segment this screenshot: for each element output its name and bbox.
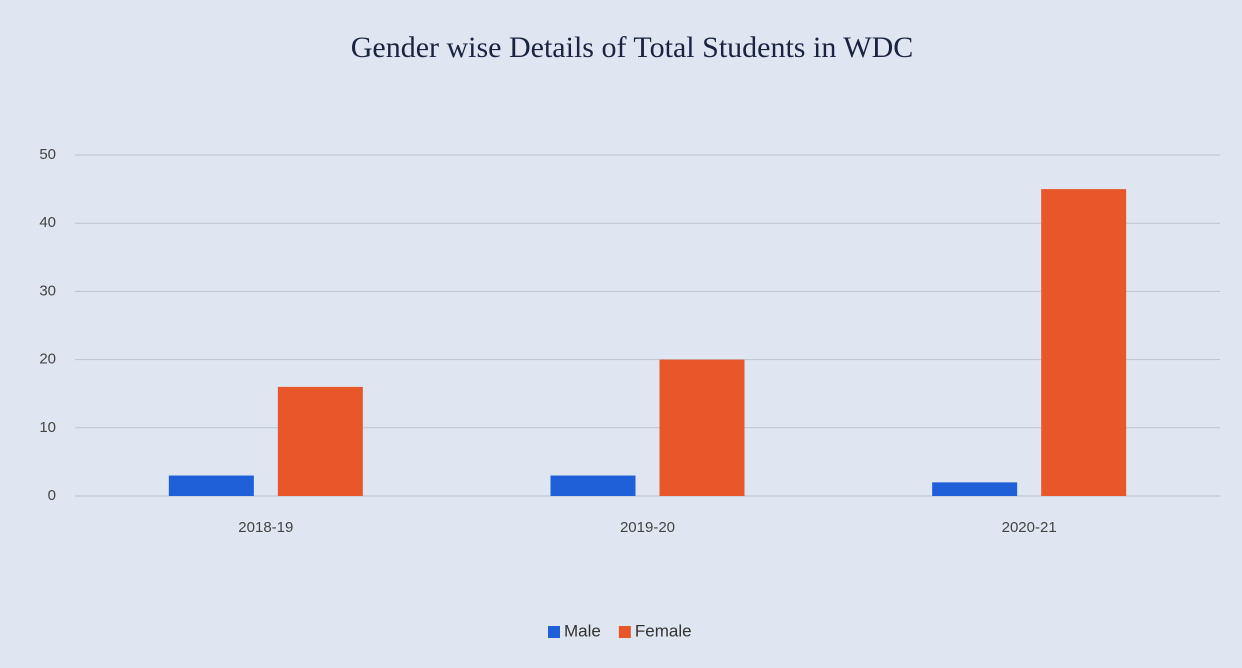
legend-label: Female bbox=[635, 621, 692, 640]
bar bbox=[277, 386, 363, 496]
y-tick-label: 10 bbox=[39, 419, 56, 436]
bar bbox=[168, 475, 254, 496]
y-tick-label: 50 bbox=[39, 146, 56, 163]
bar bbox=[932, 482, 1018, 496]
x-tick-label: 2018-19 bbox=[238, 519, 293, 536]
bar bbox=[550, 475, 636, 496]
y-tick-label: 0 bbox=[48, 487, 56, 504]
x-tick-label: 2019-20 bbox=[620, 519, 675, 536]
legend-swatch bbox=[618, 626, 631, 638]
chart-title: Gender wise Details of Total Students in… bbox=[351, 31, 914, 64]
x-tick-label: 2020-21 bbox=[1002, 519, 1057, 536]
y-tick-label: 20 bbox=[39, 351, 56, 368]
y-tick-label: 40 bbox=[39, 214, 56, 231]
bar bbox=[1041, 189, 1127, 496]
legend-swatch bbox=[548, 626, 560, 638]
bar bbox=[659, 359, 745, 496]
y-tick-label: 30 bbox=[39, 282, 56, 299]
legend-label: Male bbox=[564, 621, 601, 640]
